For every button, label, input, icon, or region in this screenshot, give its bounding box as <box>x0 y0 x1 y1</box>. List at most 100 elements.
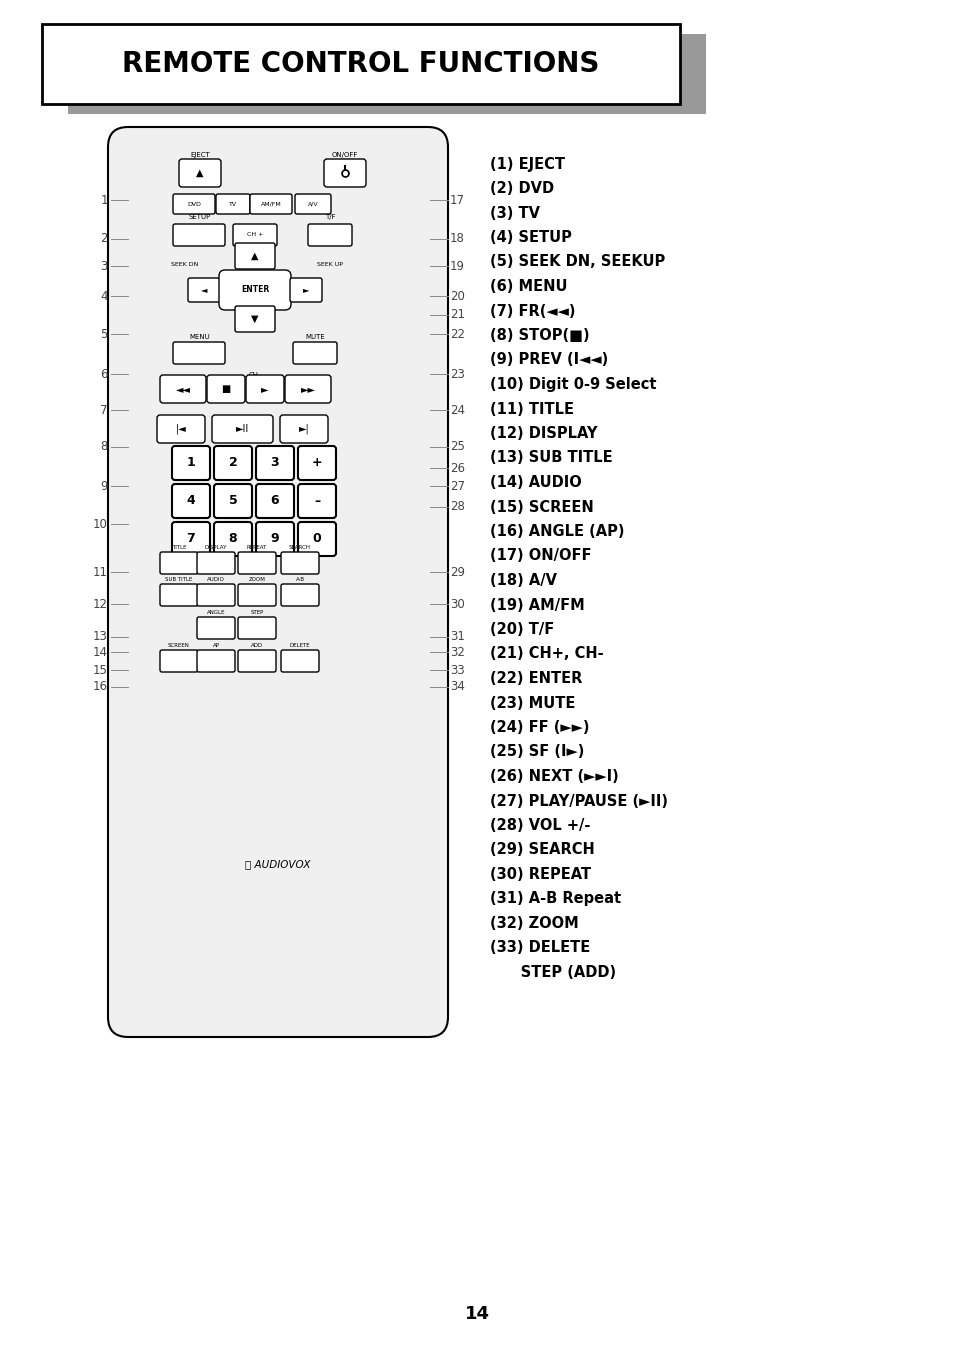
Text: –: – <box>314 495 319 507</box>
Text: (19) AM/FM: (19) AM/FM <box>490 598 584 612</box>
Text: (32) ZOOM: (32) ZOOM <box>490 917 578 932</box>
Text: (1) EJECT: (1) EJECT <box>490 157 564 172</box>
Text: 2: 2 <box>100 233 108 246</box>
FancyBboxPatch shape <box>293 342 336 364</box>
Text: (13) SUB TITLE: (13) SUB TITLE <box>490 450 612 465</box>
Text: ◄: ◄ <box>200 285 207 295</box>
FancyBboxPatch shape <box>160 650 198 672</box>
Text: STEP (ADD): STEP (ADD) <box>490 965 616 980</box>
Text: 2: 2 <box>229 457 237 469</box>
Bar <box>42 24 679 104</box>
FancyBboxPatch shape <box>157 415 205 443</box>
Text: 23: 23 <box>450 368 464 380</box>
Text: A-B: A-B <box>295 577 304 581</box>
Bar <box>68 34 705 114</box>
Text: REPEAT: REPEAT <box>247 545 267 550</box>
Text: 11: 11 <box>92 565 108 579</box>
FancyBboxPatch shape <box>160 375 206 403</box>
FancyBboxPatch shape <box>160 552 198 575</box>
FancyBboxPatch shape <box>188 279 220 301</box>
FancyBboxPatch shape <box>280 415 328 443</box>
FancyBboxPatch shape <box>285 375 331 403</box>
Text: 5: 5 <box>100 327 108 341</box>
FancyBboxPatch shape <box>250 193 292 214</box>
Text: AM/FM: AM/FM <box>260 201 281 207</box>
Text: 0: 0 <box>313 533 321 545</box>
Text: EJECT: EJECT <box>190 151 210 158</box>
FancyBboxPatch shape <box>172 193 214 214</box>
Text: (23) MUTE: (23) MUTE <box>490 695 575 711</box>
FancyBboxPatch shape <box>212 415 273 443</box>
FancyBboxPatch shape <box>108 127 448 1037</box>
FancyBboxPatch shape <box>172 484 210 518</box>
Text: 24: 24 <box>450 403 464 416</box>
Text: 14: 14 <box>92 645 108 658</box>
FancyBboxPatch shape <box>297 484 335 518</box>
FancyBboxPatch shape <box>196 584 234 606</box>
Text: 33: 33 <box>450 664 464 676</box>
Text: (11) TITLE: (11) TITLE <box>490 402 574 416</box>
Text: TV: TV <box>229 201 236 207</box>
Text: 21: 21 <box>450 308 464 322</box>
Text: (26) NEXT (►►I): (26) NEXT (►►I) <box>490 769 618 784</box>
Text: ▼: ▼ <box>251 314 258 324</box>
FancyBboxPatch shape <box>219 270 291 310</box>
FancyBboxPatch shape <box>172 224 225 246</box>
Text: (2) DVD: (2) DVD <box>490 181 554 196</box>
FancyBboxPatch shape <box>308 224 352 246</box>
Text: ON/OFF: ON/OFF <box>332 151 357 158</box>
FancyBboxPatch shape <box>233 224 276 246</box>
Text: REMOTE CONTROL FUNCTIONS: REMOTE CONTROL FUNCTIONS <box>122 50 599 78</box>
Text: (14) AUDIO: (14) AUDIO <box>490 475 581 489</box>
Text: 26: 26 <box>450 461 464 475</box>
Text: (33) DELETE: (33) DELETE <box>490 941 590 956</box>
Text: SETUP: SETUP <box>189 214 211 220</box>
Text: ADD: ADD <box>251 644 263 648</box>
FancyBboxPatch shape <box>196 617 234 639</box>
Text: 13: 13 <box>93 630 108 644</box>
Text: SCREEN: SCREEN <box>168 644 190 648</box>
FancyBboxPatch shape <box>237 584 275 606</box>
Text: TITLE: TITLE <box>172 545 186 550</box>
Text: 10: 10 <box>93 518 108 530</box>
Text: (28) VOL +/-: (28) VOL +/- <box>490 818 590 833</box>
Text: ◄◄: ◄◄ <box>175 384 191 393</box>
FancyBboxPatch shape <box>160 584 198 606</box>
Text: SUB TITLE: SUB TITLE <box>165 577 193 581</box>
Text: (6) MENU: (6) MENU <box>490 279 567 293</box>
Text: ENTER: ENTER <box>240 285 269 295</box>
FancyBboxPatch shape <box>281 650 318 672</box>
Text: Ⓐ AUDIOVOX: Ⓐ AUDIOVOX <box>245 859 311 869</box>
Text: 15: 15 <box>93 664 108 676</box>
FancyBboxPatch shape <box>196 552 234 575</box>
Text: 31: 31 <box>450 630 464 644</box>
Text: 14: 14 <box>464 1305 489 1324</box>
Text: AP: AP <box>213 644 219 648</box>
Text: 5: 5 <box>229 495 237 507</box>
Text: 3: 3 <box>271 457 279 469</box>
FancyBboxPatch shape <box>237 617 275 639</box>
Text: 4: 4 <box>100 289 108 303</box>
Text: (27) PLAY/PAUSE (►II): (27) PLAY/PAUSE (►II) <box>490 794 667 808</box>
FancyBboxPatch shape <box>207 375 245 403</box>
Text: 9: 9 <box>100 480 108 492</box>
Text: ►: ► <box>261 384 269 393</box>
Text: ►: ► <box>302 285 309 295</box>
FancyBboxPatch shape <box>234 243 274 269</box>
Text: CH-: CH- <box>249 372 261 379</box>
Text: (30) REPEAT: (30) REPEAT <box>490 867 591 882</box>
Text: (5) SEEK DN, SEEKUP: (5) SEEK DN, SEEKUP <box>490 254 664 269</box>
FancyBboxPatch shape <box>294 193 331 214</box>
Text: (10) Digit 0-9 Select: (10) Digit 0-9 Select <box>490 377 656 392</box>
Text: ▲: ▲ <box>196 168 204 178</box>
Text: 29: 29 <box>450 565 464 579</box>
Text: 6: 6 <box>100 368 108 380</box>
Text: 8: 8 <box>229 533 237 545</box>
Text: 6: 6 <box>271 495 279 507</box>
Text: (20) T/F: (20) T/F <box>490 622 554 637</box>
FancyBboxPatch shape <box>281 584 318 606</box>
FancyBboxPatch shape <box>324 160 366 187</box>
Text: 1: 1 <box>100 193 108 207</box>
Text: ZOOM: ZOOM <box>249 577 265 581</box>
Text: 4: 4 <box>187 495 195 507</box>
